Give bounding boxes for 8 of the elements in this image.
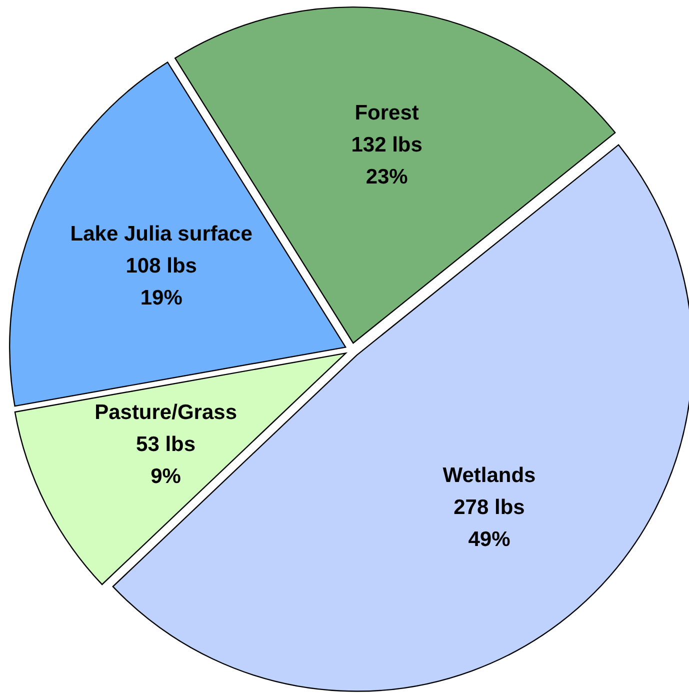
data-label: 132 lbs 23% xyxy=(351,133,422,188)
slice-label: Forest xyxy=(354,101,419,124)
slice-label: Wetlands xyxy=(442,464,536,488)
data-label: 53 lbs 9% xyxy=(136,433,196,488)
slice-label: Pasture/Grass xyxy=(94,401,238,424)
slice-label: Lake Julia surface xyxy=(70,222,252,246)
data-label: 278 lbs 49% xyxy=(454,496,525,552)
data-label: 108 lbs 19% xyxy=(126,254,197,310)
